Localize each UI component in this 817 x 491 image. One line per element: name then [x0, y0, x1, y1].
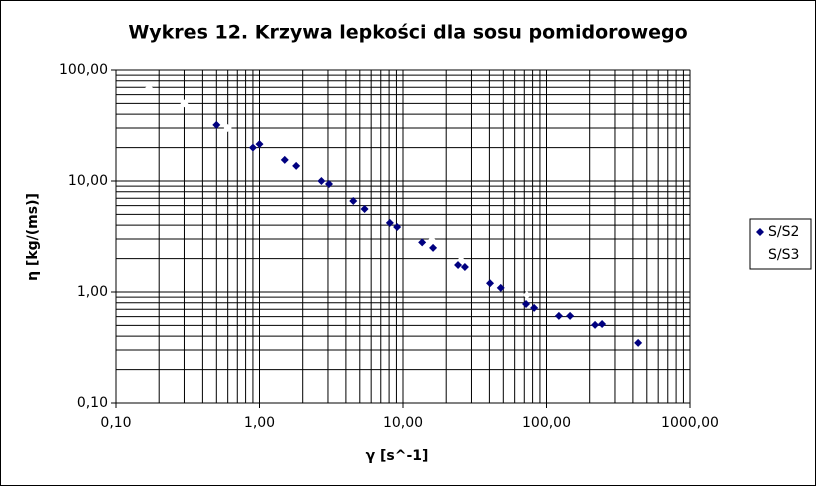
data-point: [180, 99, 189, 108]
legend-marker: [756, 228, 764, 236]
data-point: [292, 161, 301, 170]
y-axis-label: η [kg/(ms)]: [25, 193, 41, 281]
data-point: [496, 283, 505, 292]
data-point: [566, 311, 575, 320]
data-point: [591, 320, 600, 329]
data-point: [145, 83, 154, 92]
data-point: [212, 120, 221, 129]
data-point: [522, 290, 531, 299]
data-point: [486, 279, 495, 288]
data-point: [634, 338, 643, 347]
data-point: [360, 204, 369, 213]
legend-label: S/S3: [768, 247, 799, 263]
legend-marker: [756, 251, 764, 259]
y-tick-label: 100,00: [59, 62, 108, 78]
data-point: [317, 177, 326, 185]
chart-title: Wykres 12. Krzywa lepkości dla sosu pomi…: [128, 22, 687, 44]
legend-label: S/S2: [768, 224, 799, 240]
x-tick-label: 10,00: [383, 415, 423, 431]
data-point: [457, 256, 466, 265]
data-point: [418, 238, 427, 247]
data-point: [522, 299, 531, 308]
data-point: [598, 319, 607, 328]
data-point: [393, 223, 402, 232]
data-point: [554, 311, 563, 320]
x-tick-label: 100,00: [522, 415, 571, 431]
y-tick-label: 10,00: [68, 173, 108, 189]
data-point: [427, 236, 436, 245]
y-tick-label: 0,10: [77, 395, 108, 411]
data-point: [255, 140, 264, 149]
data-point: [385, 218, 394, 227]
x-axis-label: γ [s^-1]: [366, 448, 429, 464]
data-point: [324, 179, 333, 188]
x-tick-label: 1000,00: [661, 415, 719, 431]
x-tick-label: 0,10: [100, 415, 131, 431]
y-tick-label: 1,00: [77, 284, 108, 300]
legend: [749, 218, 812, 270]
data-point: [280, 155, 289, 164]
data-point: [349, 197, 358, 206]
data-point: [223, 124, 232, 133]
data-point: [429, 243, 438, 252]
x-tick-label: 1,00: [244, 415, 275, 431]
data-point: [460, 262, 469, 271]
data-point: [248, 143, 257, 152]
data-point: [530, 303, 539, 312]
